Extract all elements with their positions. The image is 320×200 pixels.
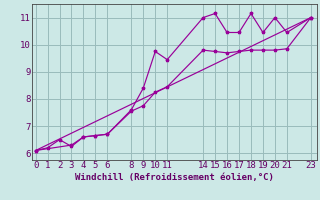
X-axis label: Windchill (Refroidissement éolien,°C): Windchill (Refroidissement éolien,°C) bbox=[75, 173, 274, 182]
